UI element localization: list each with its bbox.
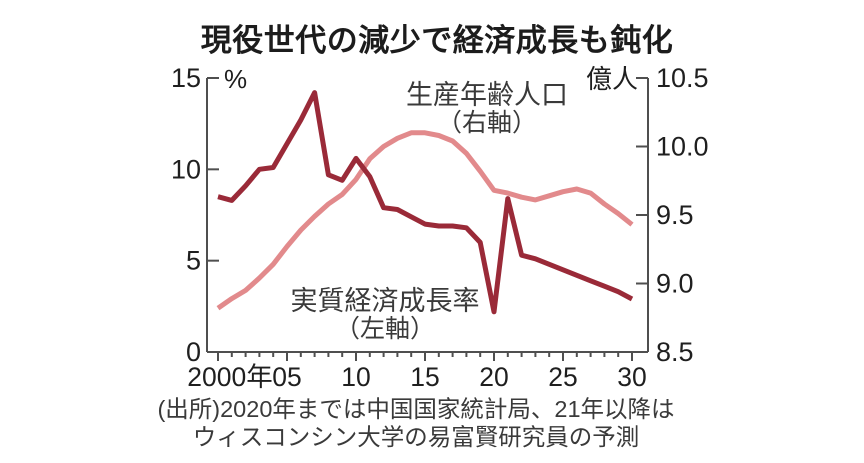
x-axis-tick-label: 15 <box>410 362 439 392</box>
growth-series-label: 実質経済成長率 （左軸） <box>235 286 535 344</box>
x-axis-tick-label: 10 <box>341 362 370 392</box>
growth-series-name: 実質経済成長率 <box>290 286 480 316</box>
x-axis-tick-label: 2000年 <box>187 362 272 392</box>
right-axis-unit-label: 億人 <box>586 64 638 94</box>
population-series-name: 生産年齢人口 <box>406 80 568 110</box>
left-axis-tick-label: 5 <box>186 246 201 276</box>
left-axis-tick-label: 15 <box>171 63 201 93</box>
right-axis-tick-label: 9.5 <box>656 200 694 230</box>
source-line-2: ウィスコンシン大学の易富賢研究員の予測 <box>192 424 640 451</box>
population-series-label: 生産年齢人口 （右軸） <box>337 80 637 138</box>
growth-rate-line <box>217 90 634 315</box>
x-axis-tick-label: 20 <box>479 362 508 392</box>
right-axis-tick-label: 8.5 <box>656 337 694 367</box>
chart-title: 現役世代の減少で経済成長も鈍化 <box>200 23 674 58</box>
left-axis-tick-label: 0 <box>186 337 201 367</box>
left-axis-tick-label: 10 <box>171 154 201 184</box>
source-line-1: (出所)2020年までは中国国家統計局、21年以降は <box>157 396 675 422</box>
left-axis-unit-label: % <box>224 64 247 94</box>
x-axis-tick-label: 05 <box>272 362 301 392</box>
growth-axis-note: （左軸） <box>334 315 435 344</box>
x-axis-tick-label: 25 <box>548 362 577 392</box>
right-axis-tick-label: 10.0 <box>656 132 709 162</box>
source-note: (出所)2020年までは中国国家統計局、21年以降は ウィスコンシン大学の易富賢… <box>110 395 722 451</box>
population-line <box>216 130 634 311</box>
right-axis-tick-label: 9.0 <box>656 269 694 299</box>
population-axis-note: （右軸） <box>436 109 537 138</box>
x-axis-tick-label: 30 <box>617 362 646 392</box>
right-axis-tick-label: 10.5 <box>656 63 709 93</box>
